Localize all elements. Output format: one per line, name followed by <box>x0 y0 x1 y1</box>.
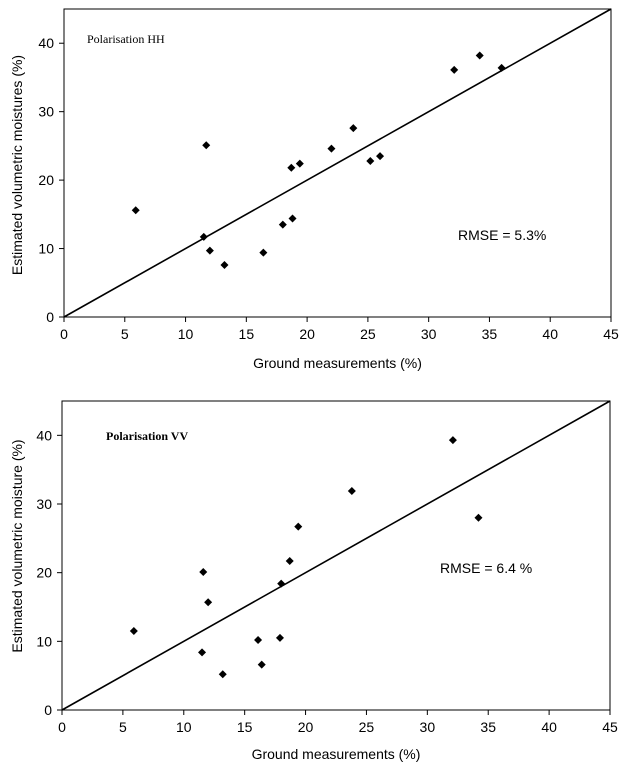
y-axis-title: Estimated volumetric moistures (%) <box>9 55 25 275</box>
data-point <box>199 567 208 576</box>
plot-area-frame <box>63 8 612 318</box>
y-tick-label: 0 <box>44 702 52 718</box>
one-to-one-line <box>61 400 611 711</box>
data-point <box>218 670 227 679</box>
y-tick-label: 20 <box>38 172 54 188</box>
x-axis-title: Ground measurements (%) <box>252 746 421 762</box>
plot-area-frame <box>61 400 611 711</box>
data-point <box>254 635 263 644</box>
data-point <box>202 141 211 150</box>
scatter-chart-hh: 0 5 10 15 20 25 30 35 40 45 0 10 20 30 40 Ground measur… <box>9 8 619 371</box>
rmse-annotation: RMSE = 6.4 % <box>440 560 532 576</box>
data-point <box>129 627 138 636</box>
data-point <box>278 220 287 229</box>
y-tick-label: 30 <box>36 496 52 512</box>
data-point <box>131 206 140 215</box>
data-point <box>259 248 268 257</box>
data-point <box>220 260 229 269</box>
data-point <box>205 246 214 255</box>
x-tick-label: 30 <box>420 719 436 735</box>
data-point <box>349 124 358 133</box>
x-tick-label: 20 <box>298 719 314 735</box>
x-tick-label: 25 <box>360 326 376 342</box>
polarisation-label: Polarisation VV <box>106 429 188 443</box>
y-tick-label: 10 <box>38 241 54 257</box>
x-tick-label: 20 <box>299 326 315 342</box>
rmse-annotation: RMSE = 5.3% <box>458 227 546 243</box>
y-tick-label: 0 <box>46 309 54 325</box>
data-point <box>198 648 207 657</box>
y-tick-label: 40 <box>36 427 52 443</box>
data-point <box>204 598 213 607</box>
y-tick-label: 10 <box>36 633 52 649</box>
x-axis-title: Ground measurements (%) <box>253 355 422 371</box>
data-point <box>475 51 484 60</box>
x-tick-label: 10 <box>176 719 192 735</box>
scatter-chart-vv: 0 5 10 15 20 25 30 35 40 45 0 10 20 30 40 Ground measur… <box>9 400 618 762</box>
data-point <box>275 633 284 642</box>
data-point <box>295 159 304 168</box>
x-tick-label: 45 <box>603 326 619 342</box>
data-point <box>474 513 483 522</box>
x-tick-label: 40 <box>542 326 558 342</box>
x-tick-label: 0 <box>58 719 66 735</box>
data-point <box>277 579 286 588</box>
data-point <box>448 436 457 445</box>
x-tick-label: 10 <box>178 326 194 342</box>
data-point <box>497 63 506 72</box>
polarisation-label: Polarisation HH <box>87 32 165 46</box>
x-tick-label: 45 <box>602 719 618 735</box>
y-tick-label: 40 <box>38 35 54 51</box>
data-point <box>376 152 385 161</box>
x-tick-label: 25 <box>359 719 375 735</box>
data-point <box>285 556 294 565</box>
one-to-one-line <box>63 8 612 318</box>
data-point <box>199 232 208 241</box>
y-tick-label: 30 <box>38 104 54 120</box>
data-point <box>366 156 375 165</box>
data-point <box>288 214 297 223</box>
x-tick-label: 5 <box>121 326 129 342</box>
x-tick-label: 15 <box>239 326 255 342</box>
y-axis-title: Estimated volumetric moisture (%) <box>9 439 25 652</box>
x-tick-label: 30 <box>421 326 437 342</box>
x-tick-label: 35 <box>480 719 496 735</box>
y-tick-label: 20 <box>36 565 52 581</box>
data-point <box>327 144 336 153</box>
x-tick-label: 40 <box>541 719 557 735</box>
data-point <box>347 486 356 495</box>
data-point <box>257 660 266 669</box>
x-tick-label: 35 <box>482 326 498 342</box>
data-point <box>450 65 459 74</box>
data-point <box>287 163 296 172</box>
x-tick-label: 5 <box>119 719 127 735</box>
x-tick-label: 15 <box>237 719 253 735</box>
data-point <box>294 522 303 531</box>
x-tick-label: 0 <box>60 326 68 342</box>
